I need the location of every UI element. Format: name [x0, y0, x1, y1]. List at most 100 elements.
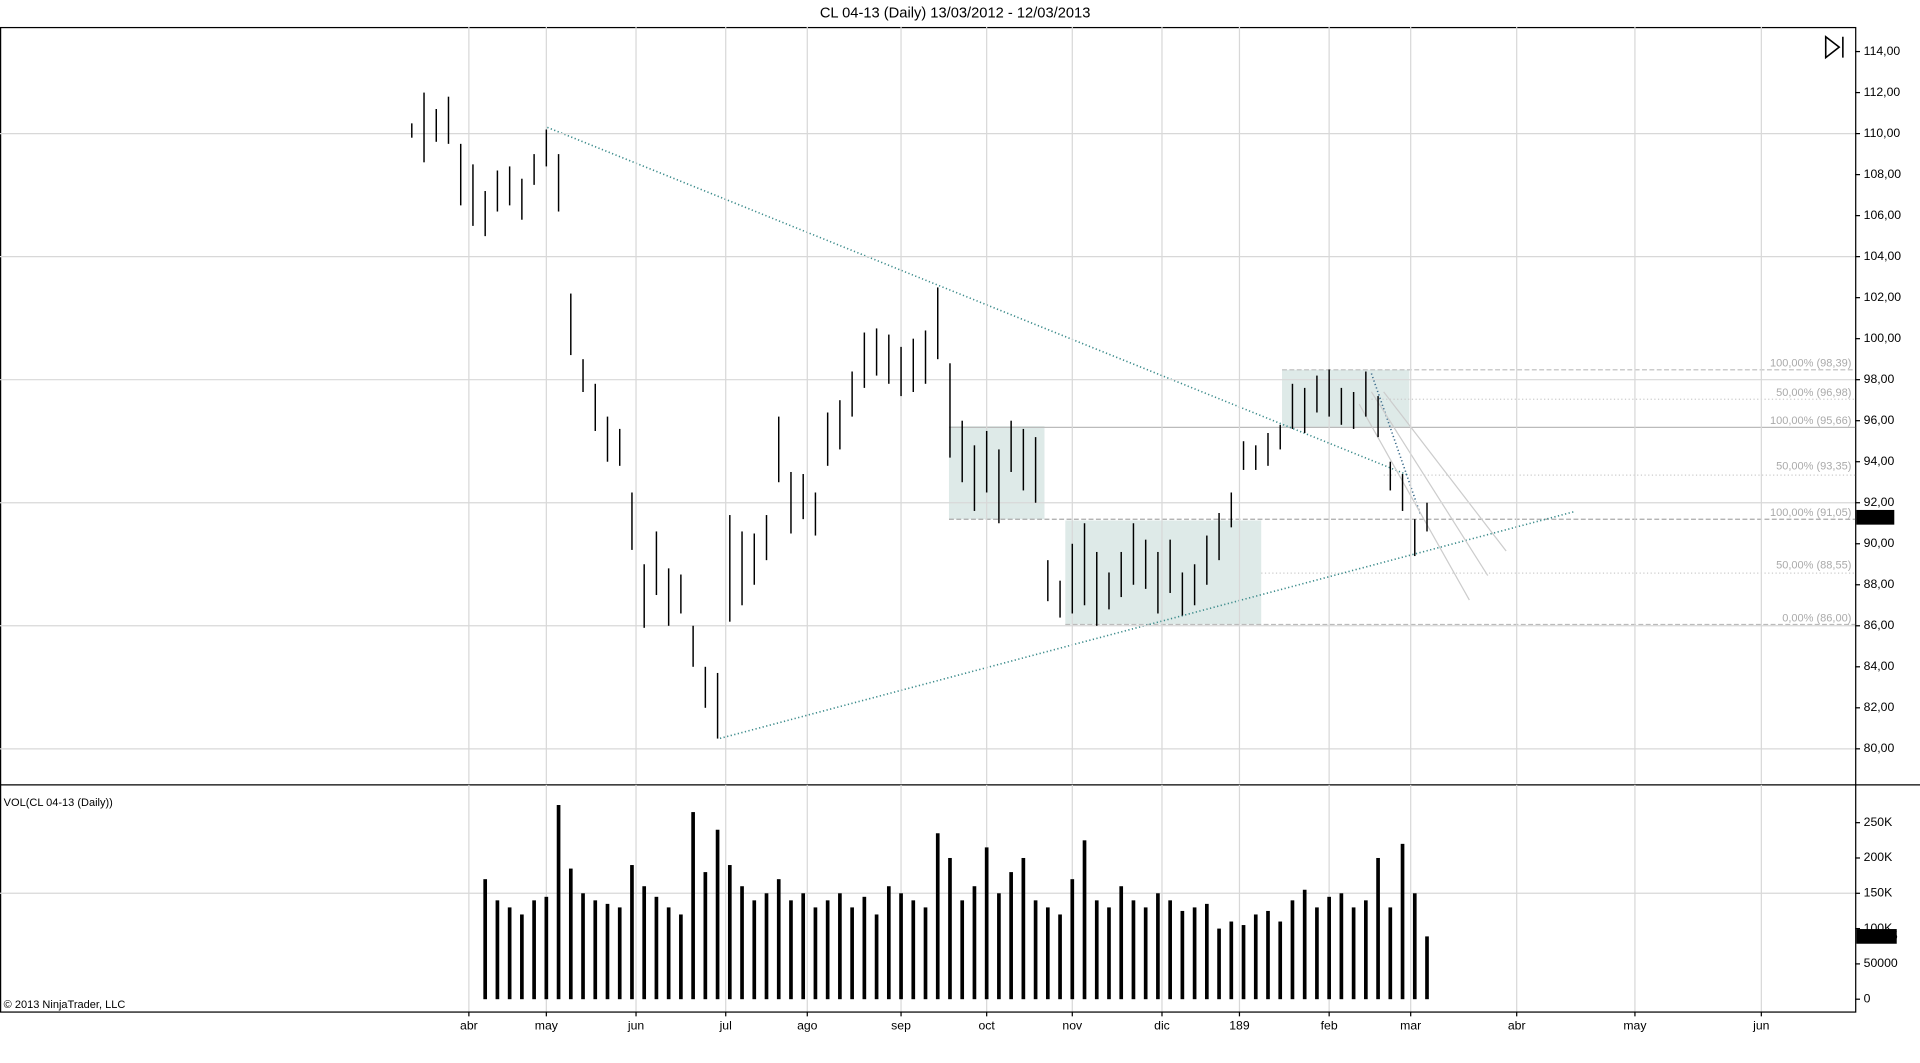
- fib-label: 100,00% (91,05): [1770, 507, 1851, 519]
- copyright: © 2013 NinjaTrader, LLC: [4, 999, 126, 1011]
- y-tick-label: 150K: [1864, 886, 1893, 900]
- x-tick-label: feb: [1321, 1018, 1338, 1032]
- volume-bar: [1388, 907, 1393, 1000]
- volume-bar: [1204, 903, 1209, 1000]
- y-tick-label: 50000: [1864, 956, 1898, 970]
- scroll-end-button[interactable]: [1824, 35, 1844, 60]
- scroll-end-icon[interactable]: [1824, 35, 1844, 60]
- volume-bar: [1425, 936, 1429, 1000]
- volume-bar: [1290, 900, 1295, 1000]
- y-tick-label: 106,00: [1864, 208, 1902, 222]
- volume-bar: [1253, 914, 1258, 1000]
- y-tick-label: 112,00: [1864, 85, 1901, 99]
- volume-bar: [789, 900, 793, 1000]
- volume-bar: [997, 893, 1001, 1000]
- trend-line: [1370, 373, 1422, 515]
- volume-bar: [581, 893, 585, 1000]
- volume-bar: [862, 896, 867, 1000]
- fib-label: 50,00% (88,55): [1776, 560, 1851, 572]
- x-tick-label: may: [1623, 1018, 1647, 1032]
- volume-bar: [813, 907, 818, 1000]
- y-tick-label: 94,00: [1864, 454, 1895, 468]
- trend-line: [547, 126, 1409, 476]
- y-tick-label: 110,00: [1864, 126, 1901, 140]
- y-tick-label: 90,00: [1864, 536, 1895, 550]
- volume-bar: [1033, 900, 1038, 1000]
- volume-bar: [1400, 843, 1405, 1000]
- volume-bar: [507, 907, 512, 1000]
- volume-bar: [642, 886, 647, 1000]
- volume-bar: [1412, 893, 1417, 1000]
- channel-line: [1358, 403, 1470, 601]
- volume-bar: [1131, 900, 1136, 1000]
- volume-title: VOL(CL 04-13 (Daily)): [4, 797, 113, 809]
- y-tick-label: 200K: [1864, 850, 1893, 864]
- y-tick-label: 250K: [1864, 815, 1893, 829]
- volume-bar: [911, 900, 916, 1000]
- y-tick-label: 114,00: [1864, 44, 1901, 58]
- volume-bar: [923, 907, 928, 1000]
- x-tick-label: abr: [460, 1018, 478, 1032]
- volume-bar: [727, 865, 732, 1000]
- volume-bar: [1094, 900, 1099, 1000]
- fib-label: 100,00% (98,39): [1770, 358, 1851, 370]
- chart-frame: [0, 26, 1857, 1013]
- x-tick-label: dic: [1154, 1018, 1170, 1032]
- volume-bar: [605, 903, 610, 1000]
- volume-bar: [1168, 900, 1172, 1000]
- channel-line: [1383, 391, 1507, 552]
- volume-bar: [1339, 893, 1344, 1000]
- volume-bar: [1364, 900, 1368, 1000]
- volume-bar: [544, 896, 549, 1000]
- volume-bar: [630, 865, 634, 1000]
- volume-bar: [654, 896, 659, 1000]
- volume-bar: [1351, 907, 1356, 1000]
- volume-bar: [960, 900, 965, 1000]
- volume-bar: [752, 900, 757, 1000]
- y-tick-label: 0: [1864, 991, 1871, 1005]
- x-tick-label: ago: [797, 1018, 818, 1032]
- volume-bar: [1009, 872, 1013, 1000]
- channel-line: [1370, 391, 1489, 576]
- volume-bar: [740, 886, 744, 1000]
- volume-bar: [556, 805, 561, 1000]
- volume-bar: [666, 907, 671, 1000]
- volume-bar: [715, 829, 720, 1000]
- x-tick-label: jun: [627, 1018, 645, 1032]
- x-tick-label: jul: [719, 1018, 732, 1032]
- fib-label: 50,00% (96,98): [1776, 387, 1851, 399]
- volume-bar: [1156, 893, 1160, 1000]
- y-tick-label: 92,00: [1864, 495, 1895, 509]
- volume-bar: [1021, 857, 1026, 1000]
- y-tick-label: 102,00: [1864, 290, 1902, 304]
- volume-bar: [948, 857, 952, 1000]
- volume-bar: [1376, 857, 1380, 1000]
- volume-bar: [776, 879, 781, 1000]
- x-tick-label: jun: [1752, 1018, 1770, 1032]
- volume-bar: [1180, 910, 1185, 1000]
- y-tick-label: 88,00: [1864, 577, 1895, 591]
- y-tick-label: 84,00: [1864, 659, 1895, 673]
- y-tick-label: 108,00: [1864, 167, 1902, 181]
- last-volume-label: 88945: [1864, 929, 1898, 943]
- zone: [948, 426, 1045, 520]
- fib-label: 0,00% (86,00): [1782, 612, 1851, 624]
- volume-bar: [984, 847, 989, 1000]
- volume-bar: [1143, 907, 1148, 1000]
- volume-bar: [850, 907, 854, 1000]
- volume-bar: [764, 893, 769, 1000]
- volume-bar: [1119, 886, 1124, 1000]
- x-tick-label: 189: [1229, 1018, 1250, 1032]
- volume-bar: [801, 893, 806, 1000]
- volume-bar: [1327, 896, 1331, 1000]
- last-price-box: [1856, 509, 1895, 525]
- volume-bar: [483, 879, 488, 1000]
- chart-title: CL 04-13 (Daily) 13/03/2012 - 12/03/2013: [820, 5, 1091, 21]
- volume-bar: [532, 900, 536, 1000]
- zone: [1065, 520, 1262, 625]
- volume-bar: [874, 914, 879, 1000]
- volume-bar: [825, 900, 830, 1000]
- y-tick-label: 98,00: [1864, 372, 1895, 386]
- volume-bar: [691, 812, 695, 1000]
- volume-bar: [568, 868, 573, 1000]
